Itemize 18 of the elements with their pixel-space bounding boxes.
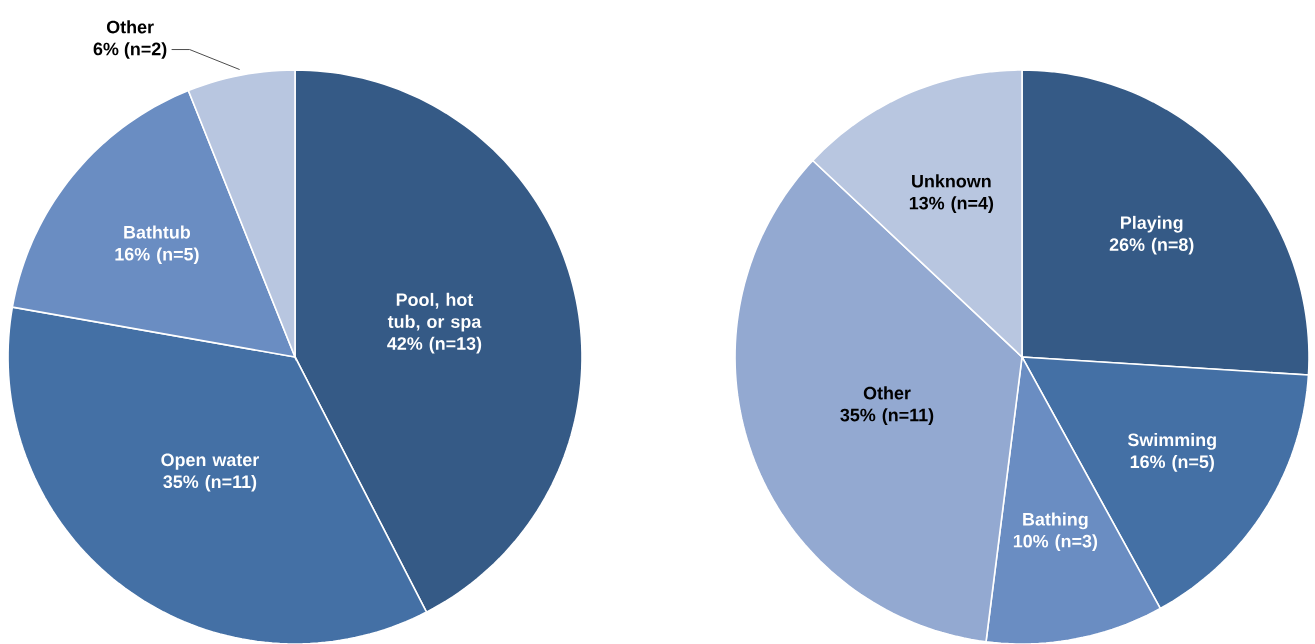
data-label: 13% (n=4) bbox=[909, 196, 994, 213]
data-label: 16% (n=5) bbox=[115, 247, 199, 265]
data-label: 10% (n=3) bbox=[1013, 534, 1098, 552]
slice-label: Bathtub bbox=[124, 225, 191, 239]
data-label: 16% (n=5) bbox=[1130, 454, 1214, 472]
data-label: 42% (n=13) bbox=[387, 336, 482, 354]
slice-label: Playing bbox=[1121, 215, 1183, 233]
data-label: 35% (n=11) bbox=[163, 474, 257, 492]
data-label: 26% (n=8) bbox=[1109, 237, 1194, 255]
slice-label: Unknown bbox=[912, 174, 991, 188]
slice-label: Bathing bbox=[1023, 512, 1088, 530]
data-label: 6% (n=2) bbox=[93, 42, 167, 59]
slice-label: Pool, hot tub, or spa bbox=[387, 292, 482, 332]
data-label: 35% (n=11) bbox=[840, 408, 934, 425]
slice-label: Other bbox=[863, 386, 911, 400]
slice-label: Other bbox=[106, 20, 154, 34]
slice-label: Open water bbox=[161, 453, 259, 470]
slice-label: Swimming bbox=[1127, 433, 1216, 450]
